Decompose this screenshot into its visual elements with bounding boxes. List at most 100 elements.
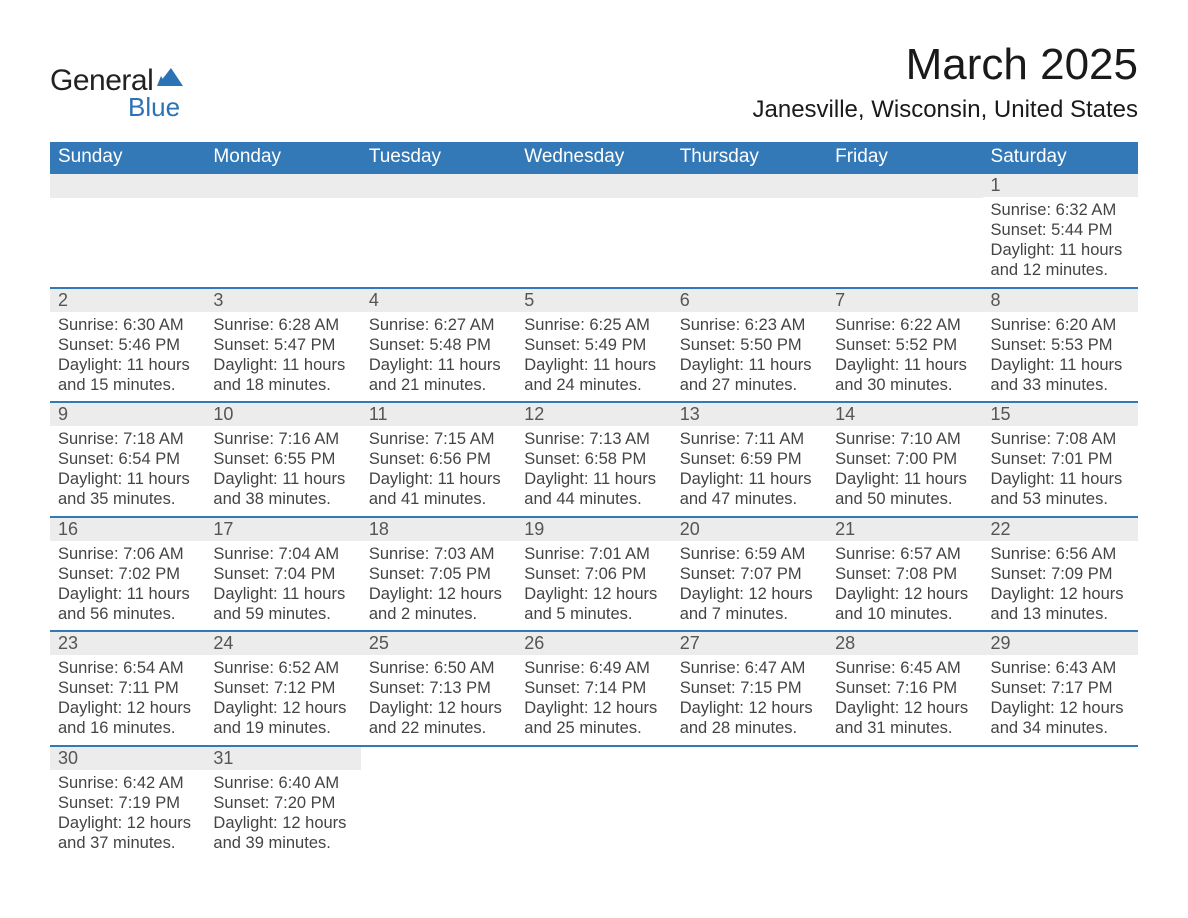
sunset-text: Sunset: 5:49 PM — [524, 335, 663, 355]
daylight-text-1: Daylight: 11 hours — [369, 469, 508, 489]
logo: General Blue — [50, 40, 183, 123]
calendar-day-cell — [672, 173, 827, 288]
empty-day-header — [516, 174, 671, 198]
calendar-day-cell: 5Sunrise: 6:25 AMSunset: 5:49 PMDaylight… — [516, 288, 671, 403]
sunset-text: Sunset: 7:11 PM — [58, 678, 197, 698]
sunset-text: Sunset: 5:47 PM — [213, 335, 352, 355]
daylight-text-1: Daylight: 12 hours — [213, 698, 352, 718]
sunrise-text: Sunrise: 6:20 AM — [991, 315, 1130, 335]
day-number: 24 — [205, 632, 360, 655]
daylight-text-1: Daylight: 11 hours — [991, 469, 1130, 489]
sunset-text: Sunset: 7:06 PM — [524, 564, 663, 584]
day-details: Sunrise: 6:40 AMSunset: 7:20 PMDaylight:… — [205, 770, 360, 860]
sunrise-text: Sunrise: 6:28 AM — [213, 315, 352, 335]
calendar-day-cell: 17Sunrise: 7:04 AMSunset: 7:04 PMDayligh… — [205, 517, 360, 632]
sunrise-text: Sunrise: 6:56 AM — [991, 544, 1130, 564]
day-details: Sunrise: 6:56 AMSunset: 7:09 PMDaylight:… — [983, 541, 1138, 631]
daylight-text-2: and 10 minutes. — [835, 604, 974, 624]
daylight-text-1: Daylight: 12 hours — [991, 698, 1130, 718]
calendar-day-cell: 13Sunrise: 7:11 AMSunset: 6:59 PMDayligh… — [672, 402, 827, 517]
daylight-text-2: and 56 minutes. — [58, 604, 197, 624]
sunset-text: Sunset: 7:02 PM — [58, 564, 197, 584]
calendar-day-cell: 4Sunrise: 6:27 AMSunset: 5:48 PMDaylight… — [361, 288, 516, 403]
calendar-day-cell — [361, 746, 516, 860]
dow-monday: Monday — [205, 142, 360, 173]
sunrise-text: Sunrise: 6:30 AM — [58, 315, 197, 335]
daylight-text-2: and 37 minutes. — [58, 833, 197, 853]
calendar-day-cell — [827, 173, 982, 288]
calendar-day-cell: 7Sunrise: 6:22 AMSunset: 5:52 PMDaylight… — [827, 288, 982, 403]
empty-day-header — [50, 174, 205, 198]
sunset-text: Sunset: 7:16 PM — [835, 678, 974, 698]
calendar-day-cell: 12Sunrise: 7:13 AMSunset: 6:58 PMDayligh… — [516, 402, 671, 517]
day-number: 20 — [672, 518, 827, 541]
day-details: Sunrise: 6:59 AMSunset: 7:07 PMDaylight:… — [672, 541, 827, 631]
sunset-text: Sunset: 7:19 PM — [58, 793, 197, 813]
day-number: 1 — [983, 174, 1138, 197]
calendar-day-cell: 23Sunrise: 6:54 AMSunset: 7:11 PMDayligh… — [50, 631, 205, 746]
day-number: 18 — [361, 518, 516, 541]
sunrise-text: Sunrise: 6:49 AM — [524, 658, 663, 678]
day-details: Sunrise: 7:15 AMSunset: 6:56 PMDaylight:… — [361, 426, 516, 516]
sunset-text: Sunset: 5:44 PM — [991, 220, 1130, 240]
day-details: Sunrise: 6:57 AMSunset: 7:08 PMDaylight:… — [827, 541, 982, 631]
sunset-text: Sunset: 7:20 PM — [213, 793, 352, 813]
daylight-text-1: Daylight: 12 hours — [680, 584, 819, 604]
calendar-week-row: 16Sunrise: 7:06 AMSunset: 7:02 PMDayligh… — [50, 517, 1138, 632]
day-details: Sunrise: 7:13 AMSunset: 6:58 PMDaylight:… — [516, 426, 671, 516]
day-number: 8 — [983, 289, 1138, 312]
day-number: 19 — [516, 518, 671, 541]
daylight-text-1: Daylight: 12 hours — [58, 813, 197, 833]
daylight-text-2: and 59 minutes. — [213, 604, 352, 624]
daylight-text-2: and 5 minutes. — [524, 604, 663, 624]
daylight-text-1: Daylight: 11 hours — [58, 584, 197, 604]
day-details: Sunrise: 6:47 AMSunset: 7:15 PMDaylight:… — [672, 655, 827, 745]
daylight-text-1: Daylight: 11 hours — [680, 355, 819, 375]
calendar-table: Sunday Monday Tuesday Wednesday Thursday… — [50, 142, 1138, 859]
sunrise-text: Sunrise: 6:52 AM — [213, 658, 352, 678]
daylight-text-1: Daylight: 11 hours — [58, 355, 197, 375]
day-details: Sunrise: 6:50 AMSunset: 7:13 PMDaylight:… — [361, 655, 516, 745]
dow-tuesday: Tuesday — [361, 142, 516, 173]
dow-friday: Friday — [827, 142, 982, 173]
daylight-text-1: Daylight: 11 hours — [213, 355, 352, 375]
day-number: 22 — [983, 518, 1138, 541]
sunset-text: Sunset: 6:55 PM — [213, 449, 352, 469]
dow-thursday: Thursday — [672, 142, 827, 173]
day-details: Sunrise: 7:03 AMSunset: 7:05 PMDaylight:… — [361, 541, 516, 631]
calendar-day-cell — [361, 173, 516, 288]
daylight-text-1: Daylight: 12 hours — [524, 698, 663, 718]
flag-icon — [157, 68, 183, 86]
sunset-text: Sunset: 7:08 PM — [835, 564, 974, 584]
sunrise-text: Sunrise: 7:11 AM — [680, 429, 819, 449]
empty-day-header — [827, 174, 982, 198]
calendar-day-cell: 1Sunrise: 6:32 AMSunset: 5:44 PMDaylight… — [983, 173, 1138, 288]
sunset-text: Sunset: 7:17 PM — [991, 678, 1130, 698]
calendar-day-cell: 29Sunrise: 6:43 AMSunset: 7:17 PMDayligh… — [983, 631, 1138, 746]
daylight-text-2: and 13 minutes. — [991, 604, 1130, 624]
title-block: March 2025 Janesville, Wisconsin, United… — [753, 40, 1139, 124]
month-title: March 2025 — [753, 40, 1139, 90]
sunrise-text: Sunrise: 6:23 AM — [680, 315, 819, 335]
daylight-text-1: Daylight: 11 hours — [835, 469, 974, 489]
day-details: Sunrise: 6:43 AMSunset: 7:17 PMDaylight:… — [983, 655, 1138, 745]
calendar-day-cell: 8Sunrise: 6:20 AMSunset: 5:53 PMDaylight… — [983, 288, 1138, 403]
day-details: Sunrise: 6:32 AMSunset: 5:44 PMDaylight:… — [983, 197, 1138, 287]
sunset-text: Sunset: 5:46 PM — [58, 335, 197, 355]
days-of-week-row: Sunday Monday Tuesday Wednesday Thursday… — [50, 142, 1138, 173]
calendar-day-cell: 6Sunrise: 6:23 AMSunset: 5:50 PMDaylight… — [672, 288, 827, 403]
day-details: Sunrise: 6:52 AMSunset: 7:12 PMDaylight:… — [205, 655, 360, 745]
daylight-text-2: and 7 minutes. — [680, 604, 819, 624]
daylight-text-2: and 15 minutes. — [58, 375, 197, 395]
daylight-text-2: and 2 minutes. — [369, 604, 508, 624]
day-details: Sunrise: 7:18 AMSunset: 6:54 PMDaylight:… — [50, 426, 205, 516]
day-details: Sunrise: 7:01 AMSunset: 7:06 PMDaylight:… — [516, 541, 671, 631]
sunrise-text: Sunrise: 7:16 AM — [213, 429, 352, 449]
day-details: Sunrise: 6:42 AMSunset: 7:19 PMDaylight:… — [50, 770, 205, 860]
daylight-text-1: Daylight: 11 hours — [213, 584, 352, 604]
day-number: 17 — [205, 518, 360, 541]
day-details: Sunrise: 6:22 AMSunset: 5:52 PMDaylight:… — [827, 312, 982, 402]
daylight-text-2: and 47 minutes. — [680, 489, 819, 509]
day-details: Sunrise: 7:11 AMSunset: 6:59 PMDaylight:… — [672, 426, 827, 516]
daylight-text-2: and 34 minutes. — [991, 718, 1130, 738]
